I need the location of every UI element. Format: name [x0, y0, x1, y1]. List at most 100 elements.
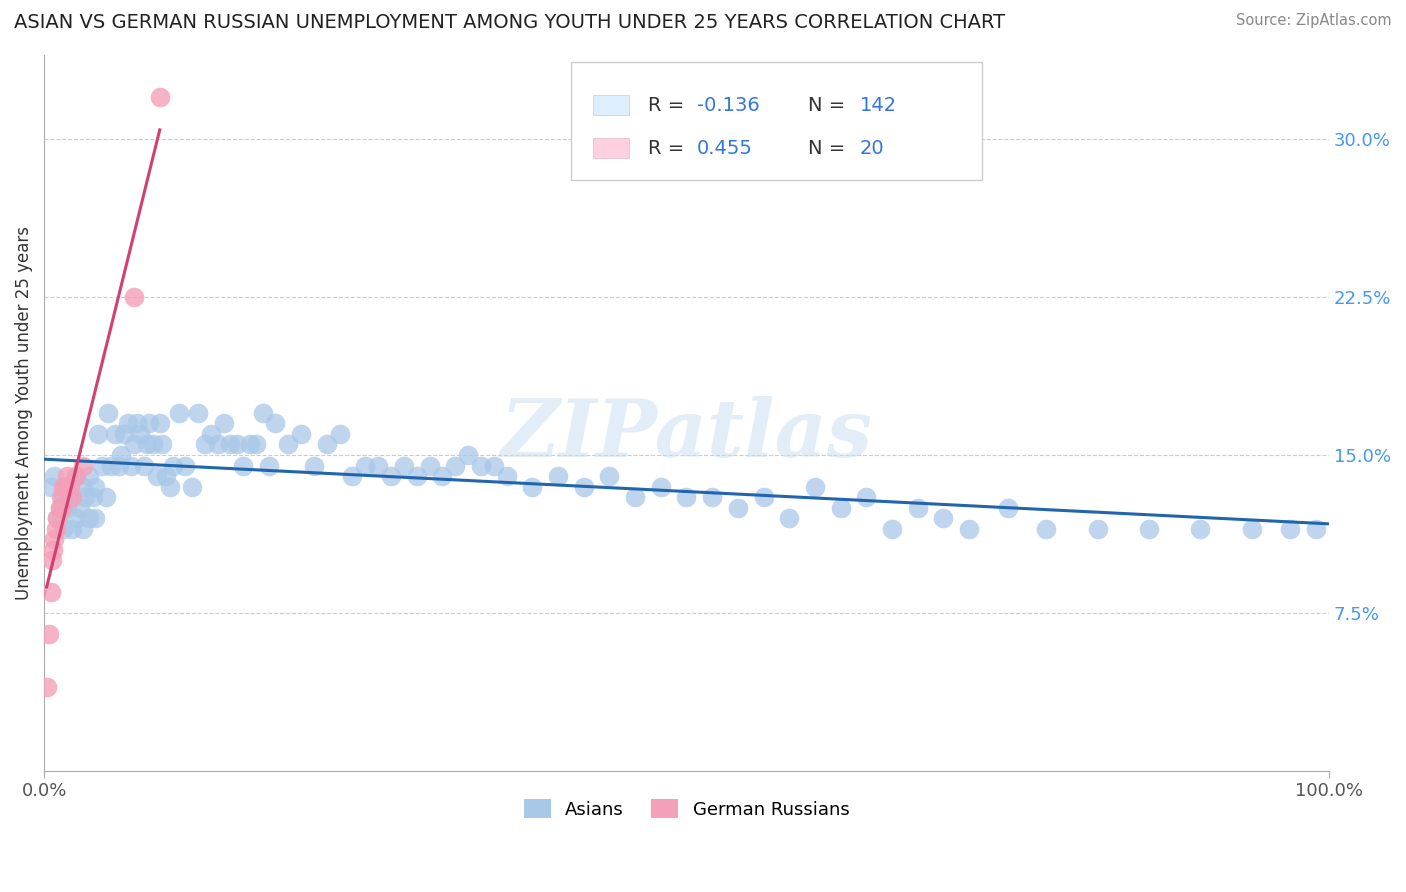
Point	[65, 469, 87, 483]
Point	[150, 437, 173, 451]
Point	[122, 437, 145, 451]
Legend: Asians, German Russians: Asians, German Russians	[516, 792, 856, 826]
Point	[84, 479, 107, 493]
Point	[60, 522, 83, 536]
Point	[470, 458, 492, 473]
Point	[100, 458, 122, 473]
Point	[354, 458, 377, 473]
Point	[392, 458, 415, 473]
Point	[56, 469, 79, 483]
Text: N =: N =	[808, 95, 852, 115]
Text: ASIAN VS GERMAN RUSSIAN UNEMPLOYMENT AMONG YOUTH UNDER 25 YEARS CORRELATION CHAR: ASIAN VS GERMAN RUSSIAN UNEMPLOYMENT AMO…	[14, 13, 1005, 32]
Text: Source: ZipAtlas.com: Source: ZipAtlas.com	[1236, 13, 1392, 29]
Point	[122, 290, 145, 304]
Point	[48, 500, 70, 515]
Point	[38, 627, 60, 641]
Point	[59, 490, 82, 504]
Point	[117, 417, 139, 431]
Point	[87, 427, 110, 442]
Point	[84, 511, 107, 525]
Point	[65, 469, 87, 483]
Point	[778, 511, 800, 525]
Point	[107, 458, 129, 473]
Point	[72, 479, 94, 493]
Point	[112, 427, 135, 442]
Point	[457, 448, 479, 462]
Point	[252, 406, 274, 420]
Point	[752, 490, 775, 504]
Point	[212, 417, 235, 431]
Point	[1189, 522, 1212, 536]
Point	[225, 437, 247, 451]
Point	[245, 437, 267, 451]
Point	[522, 479, 544, 493]
Point	[149, 90, 172, 104]
Point	[1137, 522, 1160, 536]
Point	[75, 490, 97, 504]
Point	[855, 490, 877, 504]
Point	[46, 511, 69, 525]
Point	[174, 458, 197, 473]
Point	[41, 553, 63, 567]
Point	[572, 479, 595, 493]
Point	[1035, 522, 1057, 536]
Point	[727, 500, 749, 515]
Point	[82, 490, 104, 504]
Point	[194, 437, 217, 451]
Point	[1240, 522, 1263, 536]
Point	[52, 479, 75, 493]
Point	[48, 500, 70, 515]
FancyBboxPatch shape	[571, 62, 981, 180]
Point	[624, 490, 647, 504]
Text: R =: R =	[648, 138, 690, 158]
Point	[180, 479, 202, 493]
Point	[39, 584, 62, 599]
Point	[121, 458, 143, 473]
Point	[432, 469, 454, 483]
Point	[675, 490, 697, 504]
Point	[405, 469, 427, 483]
Point	[65, 511, 87, 525]
Point	[907, 500, 929, 515]
FancyBboxPatch shape	[593, 95, 628, 115]
Point	[700, 490, 723, 504]
Point	[207, 437, 229, 451]
Point	[277, 437, 299, 451]
Point	[53, 479, 76, 493]
Point	[42, 542, 65, 557]
Point	[257, 458, 280, 473]
Point	[155, 469, 177, 483]
Text: ZIPatlas: ZIPatlas	[501, 396, 873, 473]
Point	[142, 437, 165, 451]
Point	[418, 458, 440, 473]
Point	[482, 458, 505, 473]
Point	[957, 522, 980, 536]
Y-axis label: Unemployment Among Youth under 25 years: Unemployment Among Youth under 25 years	[15, 226, 32, 600]
Text: 20: 20	[860, 138, 884, 158]
Point	[200, 427, 222, 442]
Point	[104, 427, 127, 442]
Text: 0.455: 0.455	[697, 138, 752, 158]
Point	[932, 511, 955, 525]
Point	[290, 427, 312, 442]
Point	[149, 417, 172, 431]
Point	[134, 458, 156, 473]
Point	[329, 427, 352, 442]
Point	[547, 469, 569, 483]
Point	[35, 680, 58, 694]
Point	[135, 437, 157, 451]
Point	[302, 458, 325, 473]
Point	[72, 458, 94, 473]
Point	[90, 458, 112, 473]
Point	[1087, 522, 1109, 536]
Text: R =: R =	[648, 95, 690, 115]
Text: 142: 142	[860, 95, 897, 115]
Point	[315, 437, 337, 451]
Point	[146, 469, 169, 483]
Point	[60, 490, 83, 504]
Text: -0.136: -0.136	[697, 95, 759, 115]
Point	[167, 406, 190, 420]
Point	[44, 532, 66, 546]
Point	[1279, 522, 1302, 536]
Point	[830, 500, 852, 515]
